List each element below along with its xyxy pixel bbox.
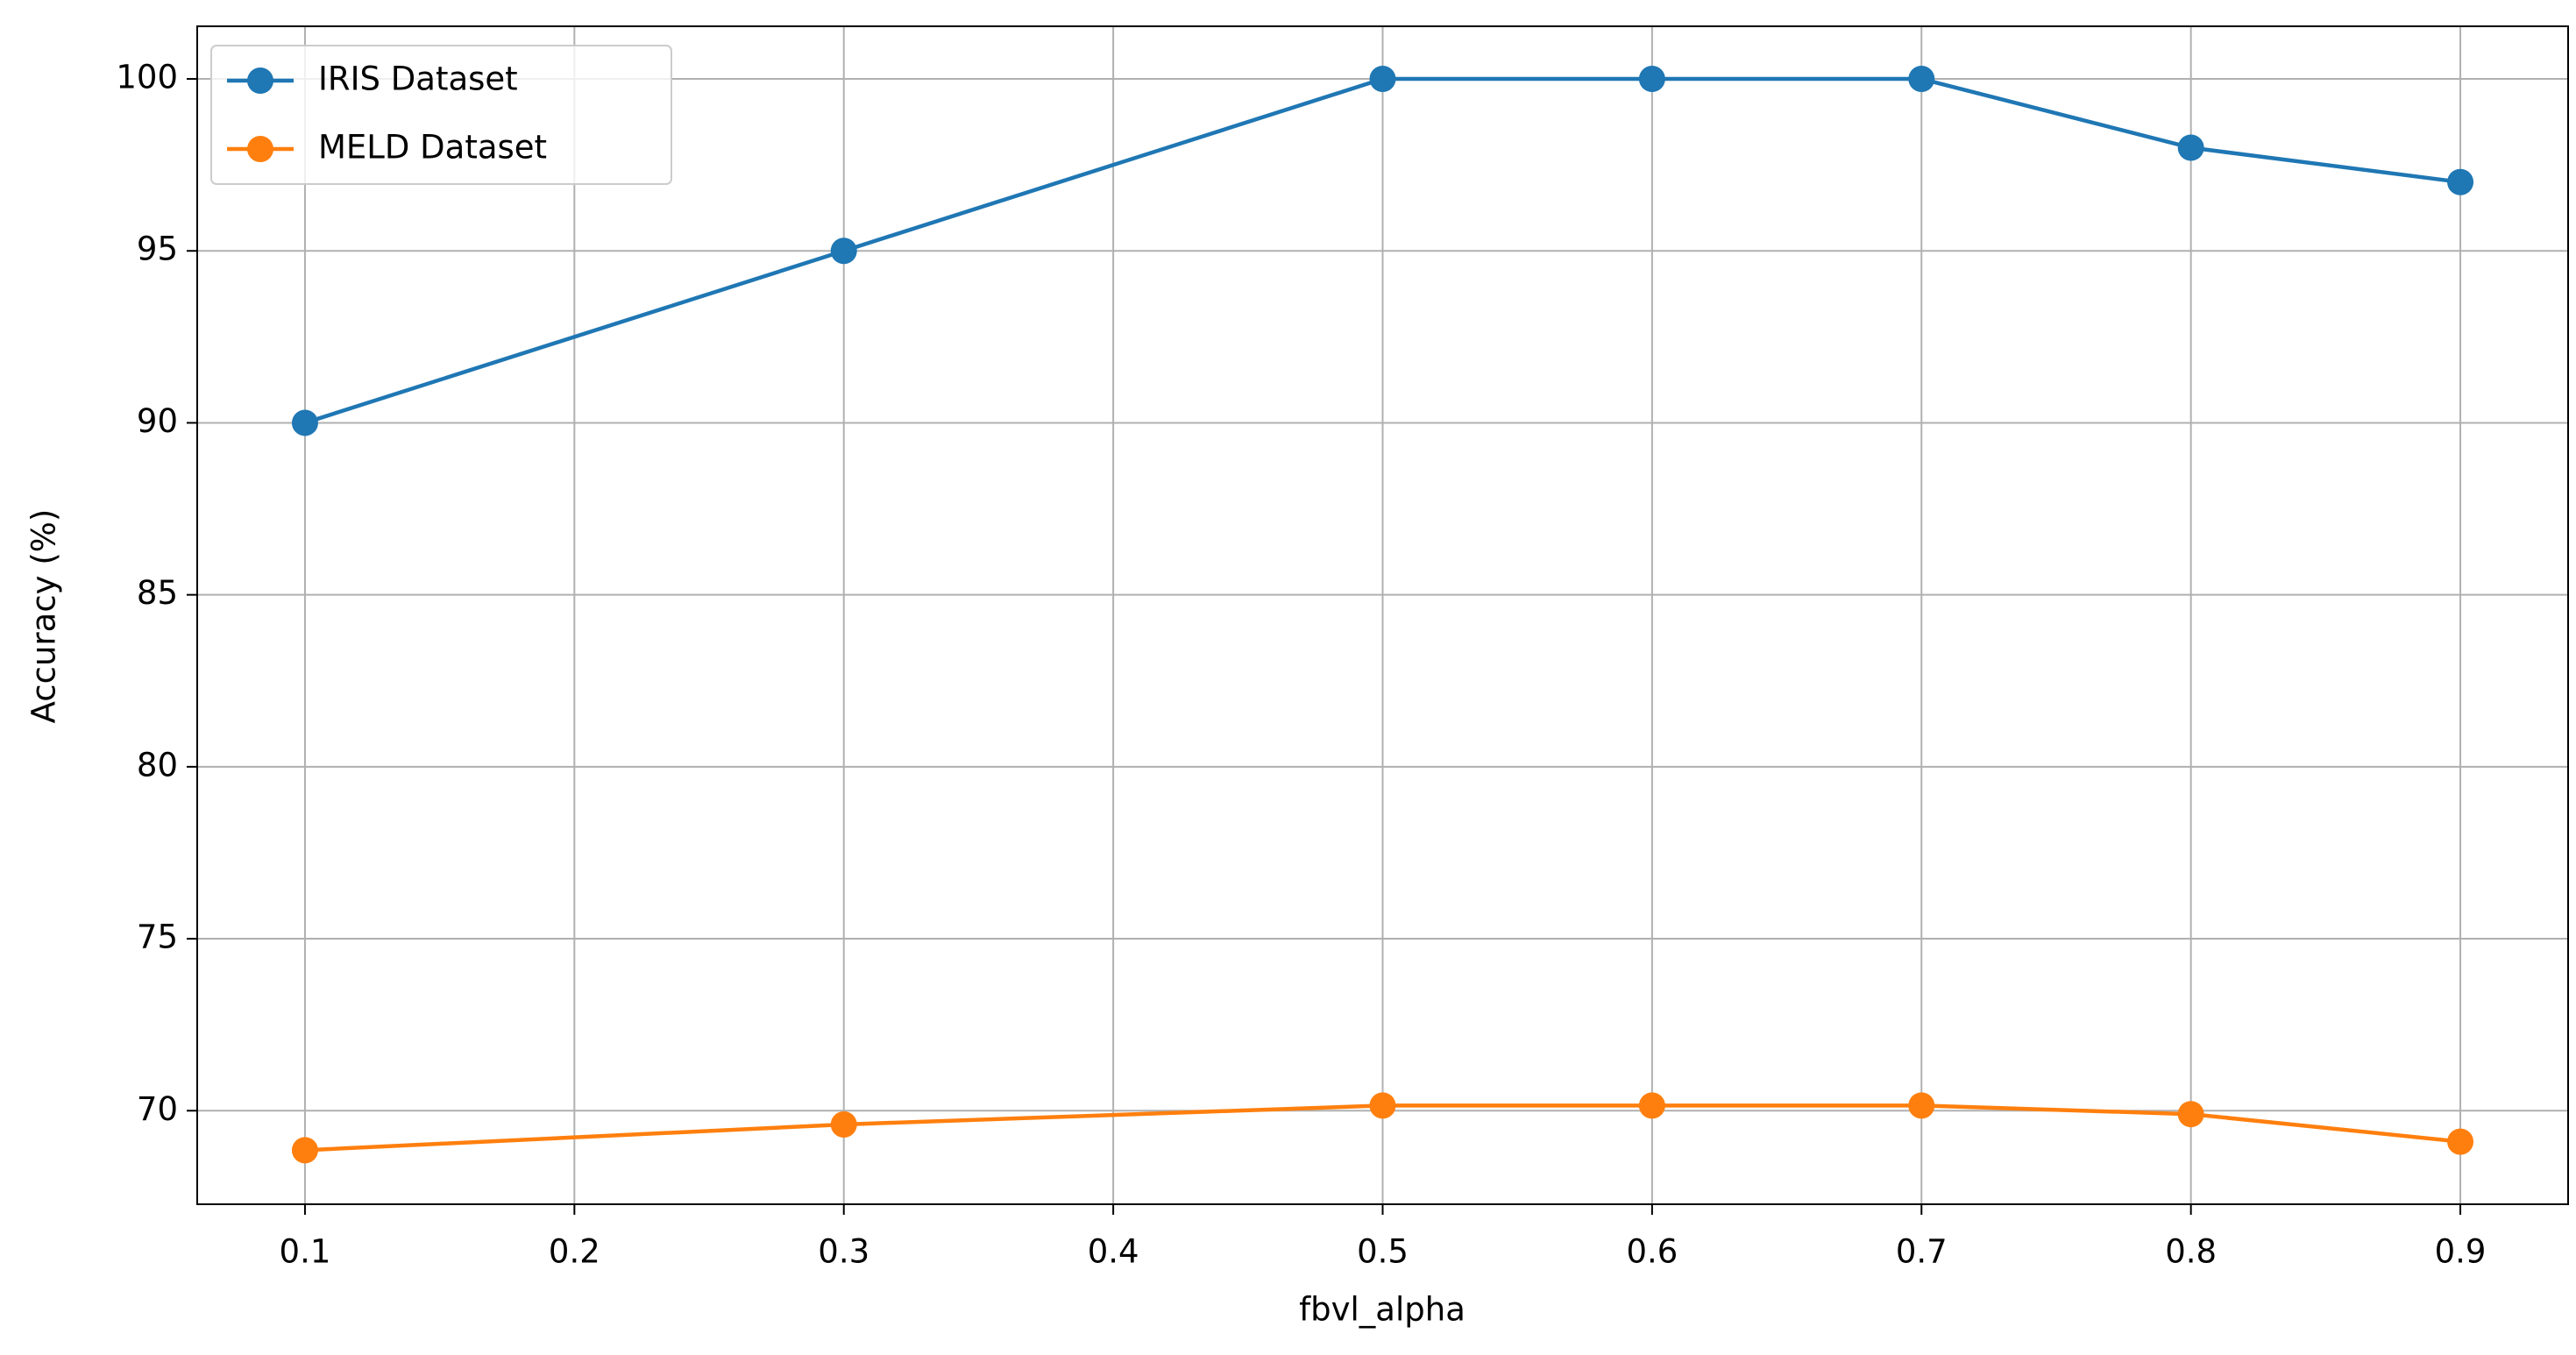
data-point	[1908, 1092, 1935, 1119]
y-tick-label: 75	[137, 919, 178, 956]
y-tick-label: 80	[137, 746, 178, 784]
x-tick-label: 0.6	[1626, 1233, 1678, 1271]
x-tick-label: 0.3	[818, 1233, 869, 1271]
x-tick-label: 0.5	[1357, 1233, 1409, 1271]
x-tick-label: 0.1	[280, 1233, 331, 1271]
x-tick-label: 0.4	[1088, 1233, 1139, 1271]
legend-marker	[247, 67, 273, 94]
data-point	[1369, 1092, 1396, 1119]
data-point	[2177, 134, 2204, 161]
data-point	[1638, 1092, 1665, 1119]
data-point	[2177, 1101, 2204, 1128]
data-point	[291, 409, 318, 436]
x-axis-label: fbvl_alpha	[1299, 1291, 1465, 1329]
legend-marker	[247, 136, 273, 162]
data-point	[830, 1110, 857, 1138]
x-tick-label: 0.8	[2165, 1233, 2217, 1271]
x-tick-label: 0.7	[1896, 1233, 1948, 1271]
data-point	[2447, 1128, 2474, 1155]
data-point	[291, 1137, 318, 1164]
y-axis-label: Accuracy (%)	[25, 509, 63, 724]
data-point	[830, 238, 857, 265]
y-tick-label: 95	[137, 231, 178, 268]
x-tick-label: 0.9	[2435, 1233, 2487, 1271]
y-tick-label: 85	[137, 574, 178, 612]
data-point	[2447, 168, 2474, 195]
legend-label: MELD Dataset	[318, 129, 547, 167]
y-tick-label: 100	[116, 59, 178, 96]
plot-frame	[196, 25, 2569, 1205]
legend-box	[210, 45, 672, 185]
y-tick-label: 70	[137, 1090, 178, 1128]
data-point	[1369, 66, 1396, 93]
data-point	[1638, 66, 1665, 93]
y-tick-label: 90	[137, 402, 178, 440]
data-point	[1908, 66, 1935, 93]
legend-label: IRIS Dataset	[318, 60, 518, 98]
x-tick-label: 0.2	[549, 1233, 600, 1271]
